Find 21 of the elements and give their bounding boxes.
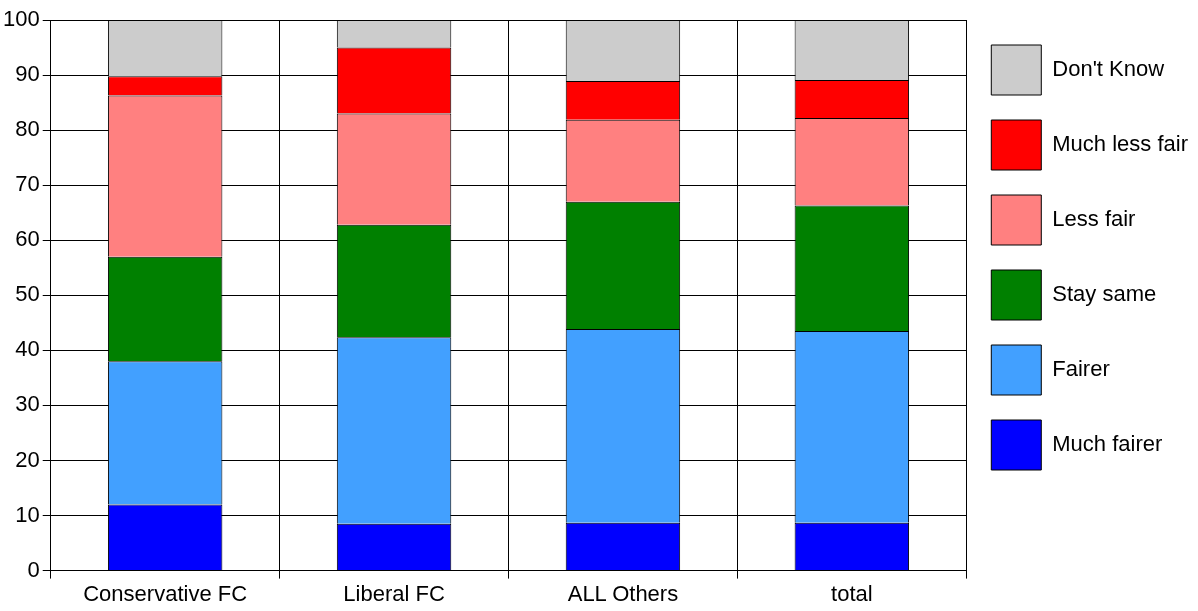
y-tick-label: 40	[15, 336, 40, 362]
y-tick-label: 60	[15, 226, 40, 252]
legend-label: Don't Know	[1052, 56, 1165, 82]
y-tick-label: 30	[15, 391, 40, 417]
legend-label: Much less fair	[1052, 131, 1189, 157]
y-tick-label: 70	[15, 171, 40, 197]
y-tick-label: 80	[15, 116, 40, 142]
y-tick-label: 10	[15, 501, 40, 527]
legend-label: Stay same	[1052, 281, 1157, 307]
x-tick-label: Liberal FC	[343, 580, 445, 606]
y-tick-label: 20	[15, 446, 40, 472]
y-tick-label: 50	[15, 281, 40, 307]
legend-label: Much fairer	[1052, 431, 1163, 457]
x-tick-label: total	[831, 580, 873, 606]
legend-label: Less fair	[1052, 206, 1136, 232]
y-tick-label: 100	[2, 6, 40, 32]
x-tick-label: ALL Others	[567, 580, 679, 606]
y-tick-label: 90	[15, 61, 40, 87]
legend-label: Fairer	[1052, 356, 1110, 382]
y-tick-label: 0	[27, 556, 40, 582]
x-tick-label: Conservative FC	[83, 580, 248, 606]
